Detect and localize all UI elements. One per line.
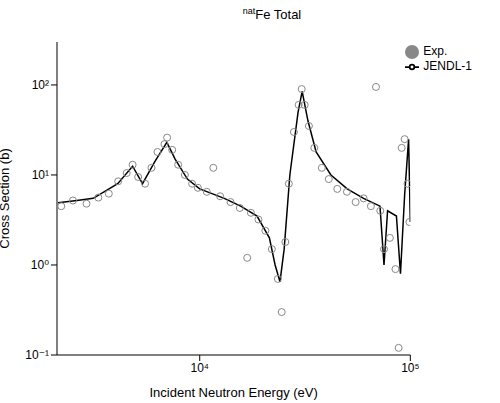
svg-text:Cross Section (b): Cross Section (b): [8, 148, 12, 248]
html-text:JENDL-1: JENDL-1: [423, 58, 472, 73]
svg-text:10⁰: 10⁰: [31, 258, 49, 272]
svg-text:10⁻¹: 10⁻¹: [25, 348, 49, 362]
svg-text:10¹: 10¹: [32, 168, 49, 182]
svg-text:10⁴: 10⁴: [190, 361, 209, 375]
html-text:Exp.: Exp.: [423, 44, 448, 58]
svg-text:10⁵: 10⁵: [401, 361, 419, 375]
svg-text:Incident Neutron Energy (eV): Incident Neutron Energy (eV): [149, 385, 317, 400]
svg-text:10²: 10²: [32, 78, 49, 92]
html-text:natFe Total: natFe Total: [242, 6, 302, 23]
